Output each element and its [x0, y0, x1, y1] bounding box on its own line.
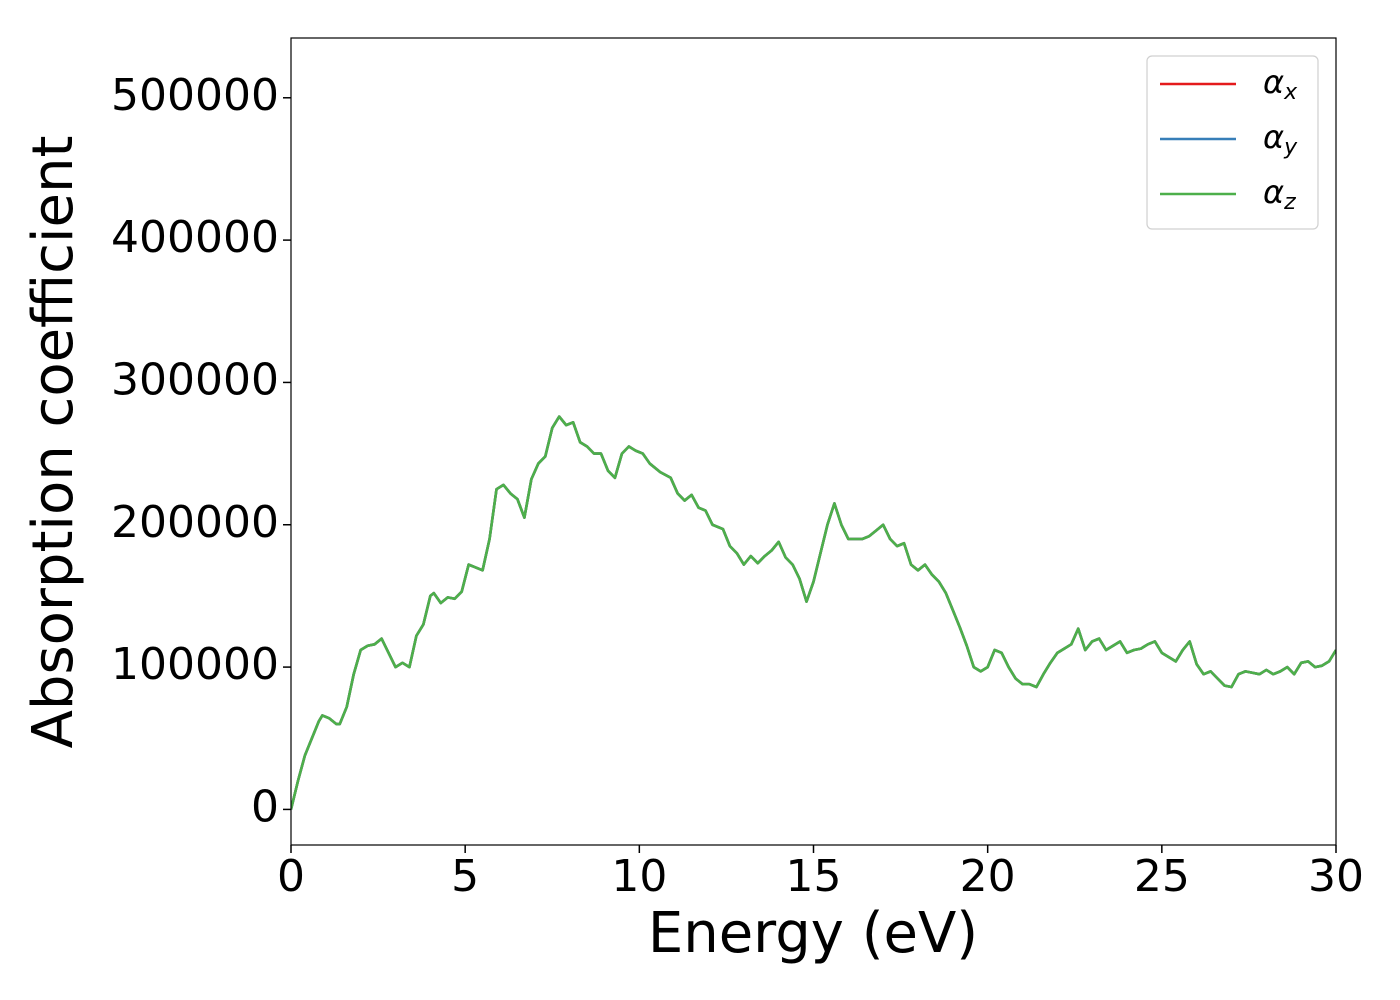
x-tick-label: 0 [277, 851, 305, 902]
data-line [291, 415, 1336, 810]
plot-frame [290, 37, 1337, 846]
x-tick-label: 20 [960, 851, 1016, 902]
y-tick-label: 0 [251, 781, 279, 832]
y-tick-label: 500000 [111, 70, 279, 121]
y-tick-label: 300000 [111, 354, 279, 405]
x-tick-label: 25 [1134, 851, 1190, 902]
y-axis-label: Absorption coefficient [21, 136, 86, 749]
legend-label: αz [1263, 173, 1296, 215]
data-line [291, 415, 1336, 810]
legend-box [1146, 55, 1319, 230]
y-tick-label: 100000 [111, 639, 279, 690]
x-tick-label: 5 [451, 851, 479, 902]
data-line [291, 415, 1336, 810]
legend-label: αx [1263, 63, 1298, 105]
legend-label: αy [1263, 118, 1298, 160]
x-tick-label: 10 [611, 851, 667, 902]
x-tick-label: 15 [786, 851, 842, 902]
x-tick-label: 30 [1308, 851, 1364, 902]
y-tick-label: 400000 [111, 212, 279, 263]
y-tick-label: 200000 [111, 497, 279, 548]
x-axis-label: Energy (eV) [648, 901, 978, 966]
